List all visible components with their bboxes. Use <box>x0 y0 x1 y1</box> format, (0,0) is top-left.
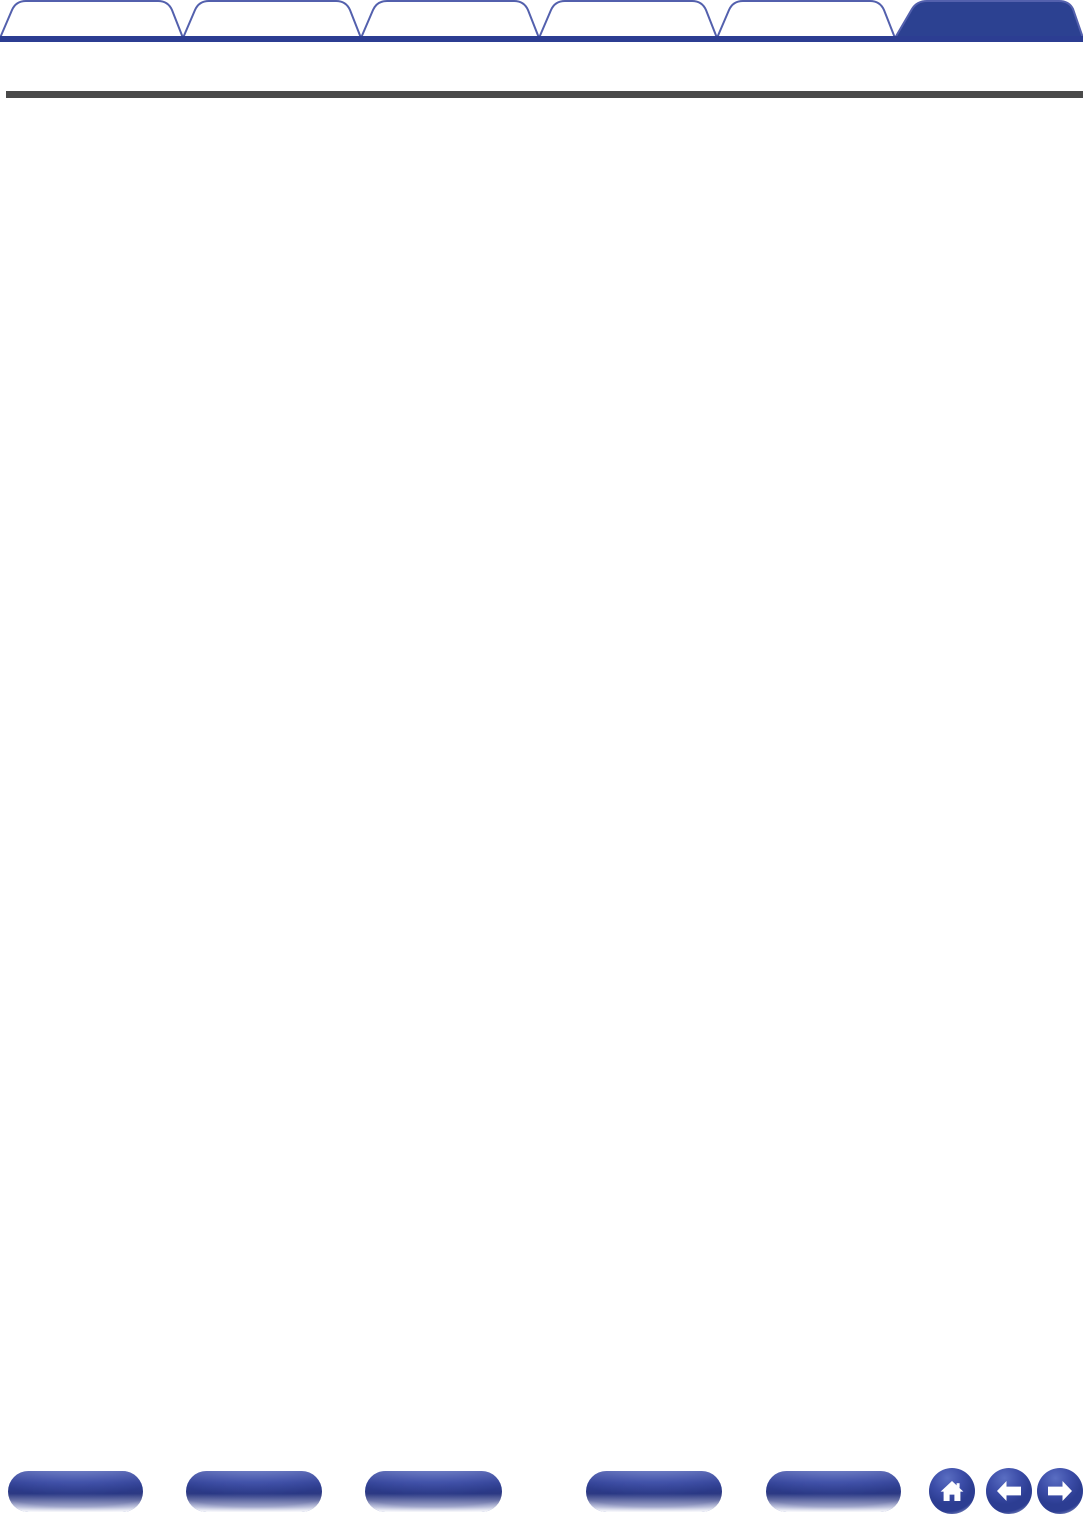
footer-button-5[interactable] <box>766 1471 901 1512</box>
tab-item-4[interactable] <box>537 0 719 39</box>
home-button[interactable] <box>929 1468 975 1514</box>
tab-item-2[interactable] <box>181 0 363 39</box>
footer-bar <box>0 731 1083 1514</box>
footer-button-3-gloss <box>365 1471 502 1512</box>
footer-button-4[interactable] <box>586 1471 722 1512</box>
footer-button-5-gloss <box>766 1471 901 1512</box>
tab-item-3[interactable] <box>359 0 541 39</box>
tab-item-1[interactable] <box>0 0 185 39</box>
document-content <box>10 106 1073 726</box>
footer-button-1[interactable] <box>8 1471 143 1512</box>
tab-item-6[interactable] <box>893 0 1083 39</box>
home-icon <box>940 1481 964 1501</box>
footer-button-4-gloss <box>586 1471 722 1512</box>
arrow-right-icon <box>1048 1481 1072 1501</box>
footer-button-1-gloss <box>8 1471 143 1512</box>
header-divider <box>6 91 1083 98</box>
tab-item-5[interactable] <box>715 0 897 39</box>
forward-button[interactable] <box>1037 1468 1083 1514</box>
tab-bar <box>0 0 1083 42</box>
footer-button-2-gloss <box>186 1471 322 1512</box>
back-button[interactable] <box>986 1468 1032 1514</box>
arrow-left-icon <box>997 1481 1021 1501</box>
tab-underline <box>0 36 1083 42</box>
footer-button-3[interactable] <box>365 1471 502 1512</box>
footer-button-2[interactable] <box>186 1471 322 1512</box>
